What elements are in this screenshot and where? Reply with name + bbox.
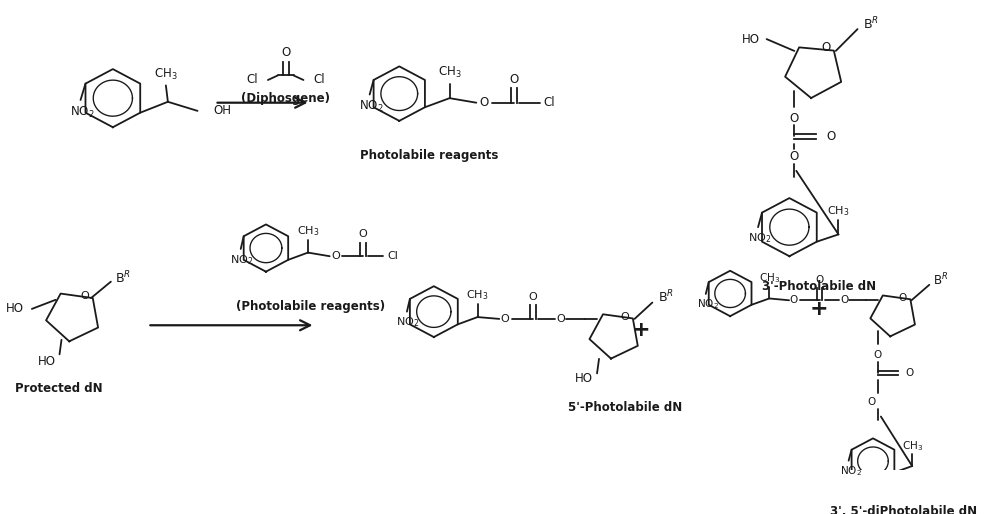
Text: NO$_2$: NO$_2$ <box>840 465 862 479</box>
Text: Cl: Cl <box>313 74 325 86</box>
Text: O: O <box>906 368 914 378</box>
Text: HO: HO <box>6 302 24 316</box>
Text: O: O <box>501 314 510 324</box>
Text: OH: OH <box>213 104 231 117</box>
Text: HO: HO <box>742 32 760 46</box>
Text: O: O <box>816 276 824 285</box>
Text: O: O <box>826 130 835 143</box>
Text: O: O <box>480 96 489 109</box>
Text: NO$_2$: NO$_2$ <box>230 253 253 267</box>
Text: O: O <box>821 41 831 54</box>
Text: CH$_3$: CH$_3$ <box>297 224 319 237</box>
Text: Photolabile reagents: Photolabile reagents <box>360 149 498 162</box>
Text: O: O <box>331 251 340 261</box>
Text: NO$_2$: NO$_2$ <box>697 297 719 311</box>
Text: 5'-Photolabile dN: 5'-Photolabile dN <box>568 401 682 414</box>
Text: 3', 5'-diPhotolabile dN: 3', 5'-diPhotolabile dN <box>830 505 977 514</box>
Text: O: O <box>528 292 537 302</box>
Text: HO: HO <box>575 372 593 386</box>
Text: NO$_2$: NO$_2$ <box>359 99 384 114</box>
Text: O: O <box>790 112 799 124</box>
Text: NO$_2$: NO$_2$ <box>396 316 420 329</box>
Text: O: O <box>867 397 875 407</box>
Text: B$^R$: B$^R$ <box>863 15 879 32</box>
Text: Cl: Cl <box>387 251 398 261</box>
Text: +: + <box>810 299 828 319</box>
Text: B$^R$: B$^R$ <box>658 289 674 305</box>
Text: Cl: Cl <box>543 96 555 109</box>
Text: O: O <box>556 314 565 324</box>
Text: +: + <box>632 320 651 340</box>
Text: (Photolabile reagents): (Photolabile reagents) <box>236 300 385 313</box>
Text: O: O <box>898 293 907 303</box>
Text: O: O <box>874 350 882 360</box>
Text: B$^R$: B$^R$ <box>933 272 948 288</box>
Text: O: O <box>840 295 848 305</box>
Text: CH$_3$: CH$_3$ <box>466 288 489 302</box>
Text: 3'-Photolabile dN: 3'-Photolabile dN <box>762 280 876 292</box>
Text: HO: HO <box>38 355 56 368</box>
Text: B$^R$: B$^R$ <box>115 270 131 286</box>
Text: CH$_3$: CH$_3$ <box>154 67 178 82</box>
Text: O: O <box>620 312 629 322</box>
Text: (Diphosgene): (Diphosgene) <box>241 91 330 105</box>
Text: O: O <box>281 46 290 59</box>
Text: Cl: Cl <box>246 74 258 86</box>
Text: O: O <box>790 150 799 163</box>
Text: O: O <box>81 291 90 301</box>
Text: O: O <box>790 295 798 305</box>
Text: CH$_3$: CH$_3$ <box>827 204 850 218</box>
Text: CH$_3$: CH$_3$ <box>438 65 461 80</box>
Text: O: O <box>359 229 368 240</box>
Text: O: O <box>509 72 518 86</box>
Text: Protected dN: Protected dN <box>15 382 102 395</box>
Text: NO$_2$: NO$_2$ <box>748 231 772 245</box>
Text: CH$_3$: CH$_3$ <box>759 271 780 285</box>
Text: CH$_3$: CH$_3$ <box>902 439 923 453</box>
Text: NO$_2$: NO$_2$ <box>70 105 95 120</box>
